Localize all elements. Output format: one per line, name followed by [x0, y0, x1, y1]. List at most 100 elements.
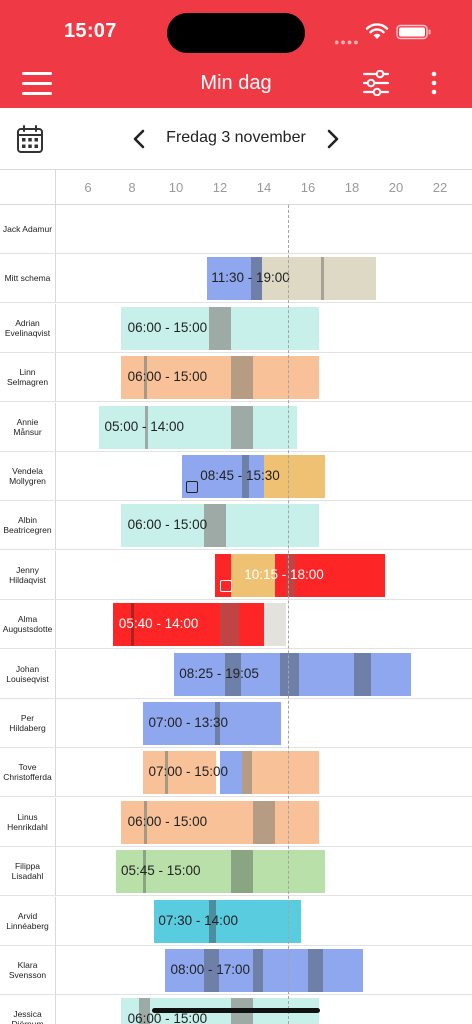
- shift-segment: [165, 751, 169, 795]
- shift-segment: [214, 702, 220, 745]
- previous-day-button[interactable]: [128, 126, 150, 152]
- shift-segment: [121, 356, 319, 400]
- shift-segment: [143, 850, 147, 894]
- shift-segment: [203, 949, 219, 992]
- employee-name[interactable]: Johan Louiseqvist: [0, 649, 56, 698]
- employee-name[interactable]: Jessica Diörnum: [0, 995, 56, 1024]
- shift-bar[interactable]: 08:00 - 17:00: [165, 949, 363, 992]
- schedule-row: Linus Henrikdahl 06:00 - 15:00: [0, 797, 472, 847]
- shift-time-label: 08:25 - 19:05: [179, 665, 259, 681]
- shift-segment: [251, 751, 319, 795]
- shift-time-label: 07:30 - 14:00: [158, 912, 238, 928]
- employee-name[interactable]: Alma Augustsdotte: [0, 600, 56, 649]
- shift-segment: [231, 850, 253, 894]
- hamburger-menu-icon[interactable]: [22, 70, 52, 96]
- shift-segment: [113, 603, 264, 647]
- shift-segment: [250, 257, 262, 301]
- next-day-button[interactable]: [322, 126, 344, 152]
- schedule-row: Jessica Diörnum 06:00 - 15:00: [0, 995, 472, 1024]
- employee-name[interactable]: Jenny Hildaqvist: [0, 550, 56, 599]
- calendar-icon[interactable]: [16, 124, 44, 154]
- time-axis: 6 8 10 12 14 16 18 20 22: [0, 170, 472, 205]
- employee-name[interactable]: Tove Christofferda: [0, 748, 56, 797]
- shift-segment: [231, 356, 253, 400]
- shift-time-label: 05:00 - 14:00: [104, 418, 185, 434]
- employee-name[interactable]: Filippa Lisadahl: [0, 847, 56, 896]
- shift-bar[interactable]: 06:00 - 15:00: [121, 306, 319, 350]
- shift-segment: [130, 603, 135, 647]
- schedule-row: Jack Adamur: [0, 205, 472, 254]
- hour-tick: 16: [300, 180, 316, 195]
- schedule-row: Johan Louiseqvist 08:25 - 19:05: [0, 649, 472, 699]
- shift-bar[interactable]: 05:40 - 14:00: [113, 603, 286, 647]
- employee-name[interactable]: Arvid Linnéaberg: [0, 896, 56, 945]
- shift-time-label: 07:00 - 13:30: [148, 715, 229, 730]
- shift-segment: [203, 504, 226, 548]
- shift-segment: [181, 455, 242, 498]
- employee-name[interactable]: Adrian Evelinaqvist: [0, 303, 56, 352]
- shift-bar[interactable]: 07:00 - 13:30: [143, 702, 281, 745]
- schedule-row: Jenny Hildaqvist 10:15 - 18:00: [0, 550, 472, 600]
- shift-bar[interactable]: 05:00 - 14:00: [99, 405, 297, 449]
- employee-name[interactable]: Vendela Mollygren: [0, 452, 56, 500]
- filter-sliders-icon[interactable]: [362, 70, 390, 96]
- shift-segment: [225, 652, 241, 696]
- schedule-row: Filippa Lisadahl 05:45 - 15:00: [0, 847, 472, 897]
- shift-segment: [143, 702, 281, 745]
- employee-name[interactable]: Albin Beatricegren: [0, 501, 56, 550]
- shift-bar[interactable]: 07:00 - 15:00: [143, 751, 319, 795]
- hour-tick: 18: [344, 180, 360, 195]
- signal-icon: ●●●●: [334, 37, 360, 47]
- employee-name[interactable]: Jack Adamur: [0, 205, 56, 253]
- shift-bar[interactable]: 05:45 - 15:00: [115, 850, 325, 894]
- shift-bar[interactable]: 08:45 - 15:30: [181, 455, 325, 498]
- shift-bar[interactable]: 06:00 - 15:00: [121, 998, 319, 1024]
- shift-segment: [214, 553, 231, 597]
- shift-bar[interactable]: 11:30 - 19:00: [206, 257, 377, 301]
- battery-icon: [396, 24, 431, 40]
- shift-bar[interactable]: 08:25 - 19:05: [173, 652, 412, 696]
- shift-bar[interactable]: 06:00 - 15:00: [121, 356, 319, 400]
- shift-segment: [261, 257, 377, 301]
- shift-segment: [231, 405, 253, 449]
- shift-segment: [248, 455, 264, 498]
- shift-bar[interactable]: 06:00 - 15:00: [121, 800, 319, 844]
- shift-segment: [253, 800, 275, 844]
- dynamic-island: [167, 13, 305, 53]
- employee-name[interactable]: Linus Henrikdahl: [0, 797, 56, 846]
- employee-name[interactable]: Per Hildaberg: [0, 699, 56, 747]
- shift-bar[interactable]: 10:15 - 18:00: [214, 553, 385, 597]
- shift-segment: [219, 603, 239, 647]
- schedule-row: Per Hildaberg 07:00 - 13:30: [0, 699, 472, 748]
- shift-segment: [242, 455, 249, 498]
- shift-time-label: 07:00 - 15:00: [148, 764, 229, 780]
- current-date-label[interactable]: Fredag 3 november: [166, 129, 306, 146]
- shift-time-label: 06:00 - 15:00: [127, 1011, 208, 1024]
- shift-time-label: 06:00 - 15:00: [127, 369, 208, 385]
- employee-name[interactable]: Klara Svensson: [0, 946, 56, 994]
- shift-segment: [209, 306, 231, 350]
- hour-tick: 12: [212, 180, 228, 195]
- shift-segment: [138, 998, 150, 1024]
- shift-segment: [206, 257, 251, 301]
- shift-time-label: 06:00 - 15:00: [127, 813, 208, 829]
- shift-segment: [143, 751, 216, 795]
- employee-name[interactable]: Annie Månsur: [0, 402, 56, 451]
- hour-tick: 10: [168, 180, 184, 195]
- shift-segment: [144, 800, 148, 844]
- employee-name[interactable]: Mitt schema: [0, 254, 56, 303]
- shift-segment: [154, 899, 302, 943]
- shift-bar[interactable]: 07:30 - 14:00: [154, 899, 302, 943]
- schedule-row: Annie Månsur 05:00 - 14:00: [0, 402, 472, 452]
- shift-segment: [354, 652, 371, 696]
- shift-bar[interactable]: 06:00 - 15:00: [121, 504, 319, 548]
- employee-name[interactable]: Linn Selmagren: [0, 353, 56, 402]
- home-indicator: [152, 1008, 320, 1013]
- shift-segment: [308, 949, 324, 992]
- shift-time-label: 10:15 - 18:00: [244, 566, 324, 582]
- hour-tick: 14: [256, 180, 272, 195]
- hour-tick: 6: [84, 180, 92, 195]
- shift-segment: [253, 949, 263, 992]
- more-options-icon[interactable]: [424, 70, 444, 96]
- shift-segment: [121, 800, 319, 844]
